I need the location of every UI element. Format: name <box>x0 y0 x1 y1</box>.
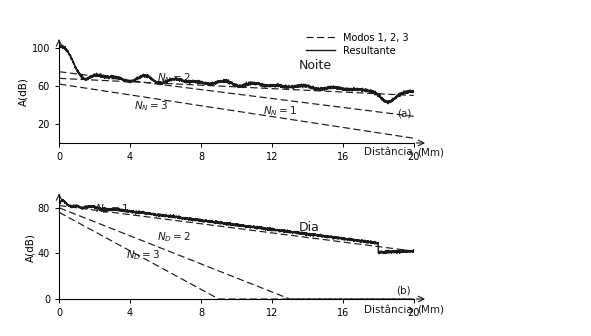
Legend: Modos 1, 2, 3, Resultante: Modos 1, 2, 3, Resultante <box>306 33 409 56</box>
Text: (a): (a) <box>397 109 411 118</box>
Text: $N_D = 2$: $N_D = 2$ <box>157 230 190 244</box>
Text: $N_D = 3$: $N_D = 3$ <box>126 248 161 262</box>
Text: (b): (b) <box>397 285 411 295</box>
Text: Noite: Noite <box>298 59 332 72</box>
Text: $N_N = 2$: $N_N = 2$ <box>157 71 190 85</box>
Text: $N_N = 3$: $N_N = 3$ <box>134 99 167 113</box>
Text: Distância: Distância <box>364 305 413 315</box>
Text: (Mm): (Mm) <box>417 148 444 157</box>
Text: Distância: Distância <box>364 148 413 157</box>
Text: (Mm): (Mm) <box>417 305 444 315</box>
Text: Dia: Dia <box>298 221 319 234</box>
Y-axis label: A(dB): A(dB) <box>25 233 35 262</box>
Text: $N_D = 1$: $N_D = 1$ <box>95 202 129 216</box>
Text: $N_N = 1$: $N_N = 1$ <box>263 104 297 118</box>
Y-axis label: A(dB): A(dB) <box>19 77 29 106</box>
